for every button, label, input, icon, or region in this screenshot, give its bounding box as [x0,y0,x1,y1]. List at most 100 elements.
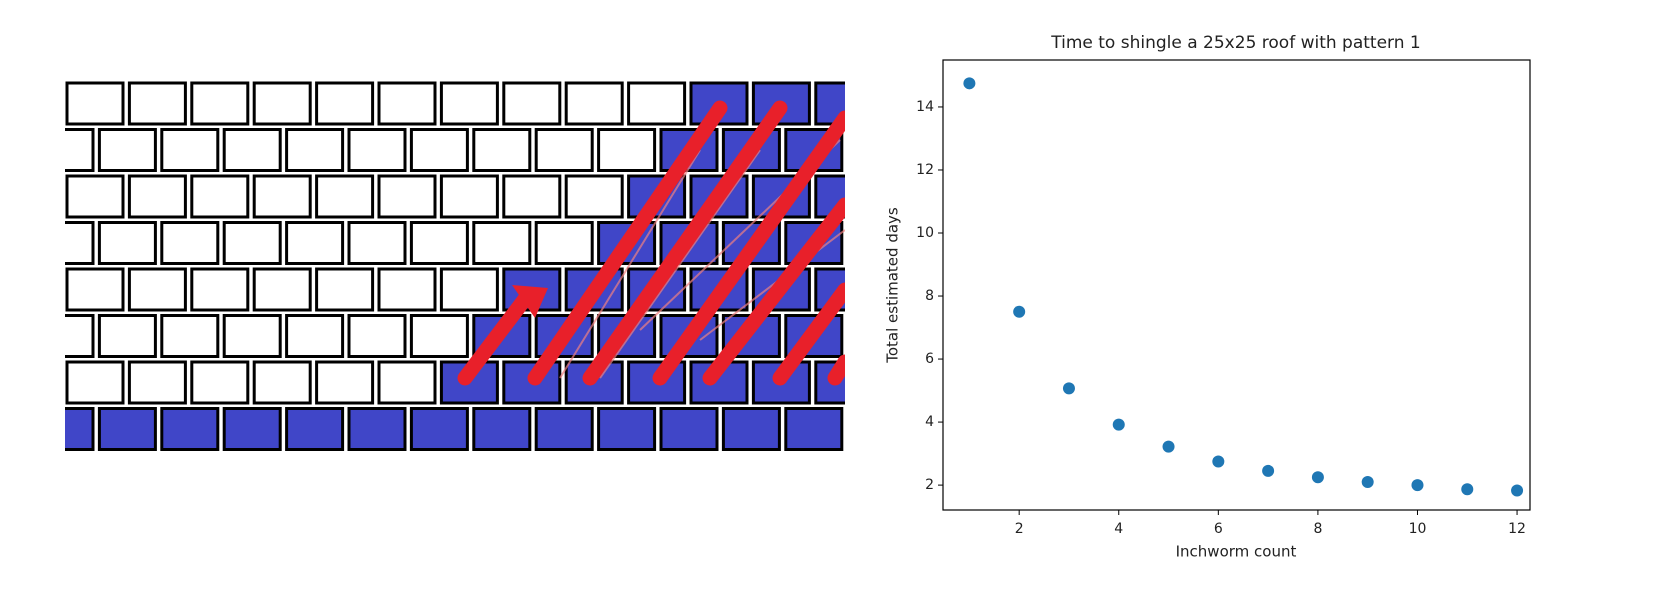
point [1311,471,1324,484]
shingle [472,221,532,265]
shingle [409,128,469,172]
shingle [252,360,312,405]
path-trace [599,149,761,379]
shingle [848,409,904,450]
point [1212,455,1225,468]
y-tick-label: 4 [925,414,934,430]
point [963,77,976,90]
point [1162,440,1175,453]
shingle [347,314,407,358]
y-axis-label: Total estimated days [884,207,902,364]
y-tick-label: 12 [916,162,934,178]
shingle [472,407,532,451]
inchworm-arrow [457,287,536,386]
shingle [190,267,250,312]
shingle [65,174,125,219]
y-tick-label: 10 [916,225,934,241]
shingle [190,81,250,126]
shingle [377,360,437,405]
shingle [285,314,345,358]
point [1411,479,1424,492]
shingle [160,128,220,172]
shingle [252,174,312,219]
shingle [315,360,375,405]
shingle [659,407,719,451]
shingle [252,267,312,312]
shingle [65,407,95,451]
shingle [472,128,532,172]
shingle [377,174,437,219]
shingle [285,128,345,172]
x-tick-label: 12 [1508,521,1526,537]
shingle [564,81,624,126]
shingle [127,267,187,312]
shingle [347,221,407,265]
shingle [97,128,157,172]
point [1511,484,1524,497]
shingle [347,128,407,172]
point [1361,475,1374,488]
shingle [564,174,624,219]
x-tick-label: 2 [1015,521,1024,537]
y-tick-label: 8 [925,288,934,304]
shingle [222,128,282,172]
shingle [190,174,250,219]
shingle [784,407,844,451]
x-tick-label: 6 [1214,521,1223,537]
shingle [315,81,375,126]
shingle [315,267,375,312]
x-tick-label: 4 [1114,521,1123,537]
shingle [222,407,282,451]
shingle [160,221,220,265]
shingle [97,407,157,451]
shingle [127,81,187,126]
shingle [502,174,562,219]
roof-diagram [65,81,904,451]
shingle [315,174,375,219]
point [1262,464,1275,477]
shingle [597,128,657,172]
shingle [534,221,594,265]
shingle [848,130,904,171]
shingle [597,407,657,451]
shingle [409,407,469,451]
shingle [127,174,187,219]
shingle [160,314,220,358]
shingle [502,81,562,126]
point [1062,382,1075,395]
inchworm-arrow [772,282,845,386]
shingle [65,81,125,126]
shingle [222,314,282,358]
shingle [534,407,594,451]
inchworm-arrow [702,197,845,386]
point [1112,418,1125,431]
shingle [65,314,95,358]
shingle [97,221,157,265]
shingle [377,267,437,312]
shingle [627,81,687,126]
shingle [347,407,407,451]
y-tick-label: 2 [925,477,934,493]
inchworm-arrow [827,354,845,386]
shingle [285,407,345,451]
shingle [439,81,499,126]
shingle [65,360,125,405]
x-tick-label: 10 [1409,521,1427,537]
shingle [721,407,781,451]
shingle [97,314,157,358]
shingle [439,174,499,219]
shingle [190,360,250,405]
shingle [65,221,95,265]
y-tick-label: 6 [925,351,934,367]
shingle [377,81,437,126]
point [1461,483,1474,496]
point [1013,305,1026,318]
shingle [65,128,95,172]
arrow-head [512,285,548,318]
shingle [409,314,469,358]
shingle [814,174,845,219]
inchworm-arrow [652,110,845,386]
path-trace [699,229,845,341]
